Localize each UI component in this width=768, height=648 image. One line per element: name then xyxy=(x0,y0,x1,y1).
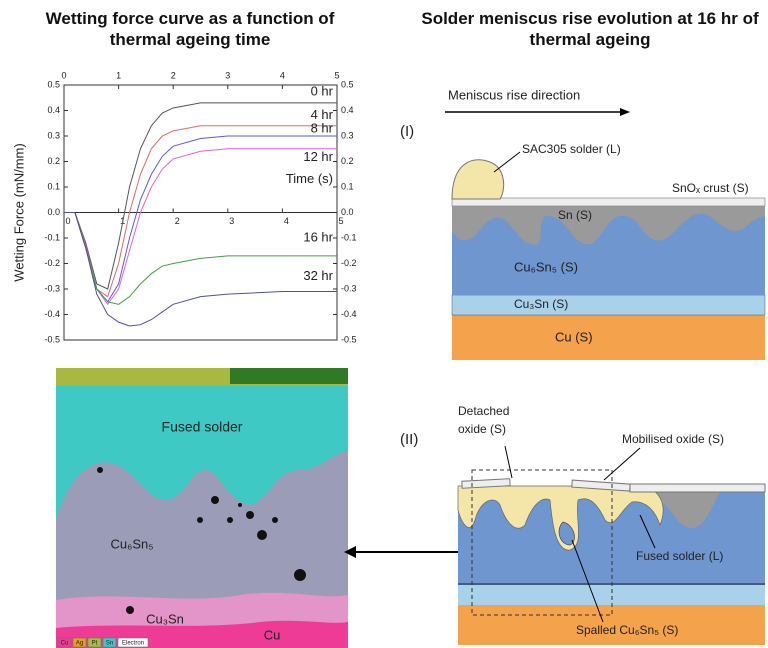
legend-label: 8 hr xyxy=(311,120,334,135)
x-tick-label: 3 xyxy=(229,216,234,226)
y-tick-label: -0.2 xyxy=(44,258,60,268)
x-axis-label: Time (s) xyxy=(286,171,333,186)
micro-label: Cu₃Sn xyxy=(146,611,184,626)
schematic-label: Meniscus rise direction xyxy=(448,87,580,102)
void xyxy=(272,517,278,523)
schematic-label: Cu (S) xyxy=(555,329,593,344)
x-top-tick-label: 4 xyxy=(280,70,285,80)
arrow-head xyxy=(620,108,630,116)
cu3sn-layer xyxy=(458,585,765,605)
micrograph xyxy=(56,368,348,648)
void xyxy=(246,511,254,519)
x-top-tick-label: 0 xyxy=(61,70,66,80)
series-line xyxy=(64,213,337,305)
legend-label: 0 hr xyxy=(311,83,334,98)
schematic-label: SnOₓ crust (S) xyxy=(672,181,749,195)
y2-tick-label: -0.4 xyxy=(341,309,357,319)
void xyxy=(227,517,233,523)
y-axis-label: Wetting Force (mN/mm) xyxy=(11,143,26,281)
solder-bump xyxy=(452,160,504,199)
y-tick-label: -0.5 xyxy=(44,334,60,344)
leader xyxy=(505,446,512,478)
schematic-label: Sn (S) xyxy=(558,208,592,222)
y-tick-label: 0.3 xyxy=(47,130,60,140)
micro-label: Fused solder xyxy=(162,419,243,435)
schematic-label: (I) xyxy=(400,123,414,140)
void xyxy=(197,517,203,523)
legend-chip-label: Cu xyxy=(61,641,69,647)
legend-chip-label: Electron xyxy=(122,641,144,647)
y2-tick-label: 0.5 xyxy=(341,79,354,89)
leader xyxy=(604,448,640,480)
y-tick-label: -0.3 xyxy=(44,283,60,293)
x-top-tick-label: 5 xyxy=(334,70,339,80)
y-tick-label: 0.1 xyxy=(47,181,60,191)
schematic-label: Mobilised oxide (S) xyxy=(622,432,724,446)
y2-tick-label: 0.2 xyxy=(341,156,354,166)
schematic-label: Cu₃Sn (S) xyxy=(514,297,568,311)
cu-layer xyxy=(452,315,765,360)
x-tick-label: 5 xyxy=(338,216,343,226)
leader xyxy=(494,152,520,172)
y2-tick-label: -0.3 xyxy=(341,283,357,293)
y-tick-label: 0.2 xyxy=(47,156,60,166)
y2-tick-label: 0.4 xyxy=(341,105,354,115)
y-tick-label: 0.0 xyxy=(47,207,60,217)
void xyxy=(211,496,219,504)
series-line xyxy=(64,103,337,289)
micro-label: Cu xyxy=(264,627,281,642)
legend-label: 16 hr xyxy=(303,229,333,244)
schematic-label: SAC305 solder (L) xyxy=(522,142,621,156)
void xyxy=(257,530,267,540)
void xyxy=(294,569,306,581)
void xyxy=(238,503,242,507)
legend-chip-label: Sn xyxy=(106,641,113,647)
schematic-2 xyxy=(458,446,765,645)
micro-label: Cu₆Sn₅ xyxy=(111,536,154,551)
crust xyxy=(630,484,765,492)
y2-tick-label: 0.3 xyxy=(341,130,354,140)
void xyxy=(97,467,103,473)
schematic-label: Cu₆Sn₅ (S) xyxy=(514,259,578,274)
legend-label: 32 hr xyxy=(303,268,333,283)
y-tick-label: -0.1 xyxy=(44,232,60,242)
y2-tick-label: -0.2 xyxy=(341,258,357,268)
legend-label: 12 hr xyxy=(303,149,333,164)
figure: -0.5 -0.5 -0.4 -0.4 -0.3 -0.3 -0.2 -0.2 -0.1 -0.1… xyxy=(0,0,768,648)
x-top-tick-label: 1 xyxy=(116,70,121,80)
schematic-label: Detached xyxy=(458,404,509,418)
cu3sn-layer xyxy=(452,295,765,315)
x-tick-label: 4 xyxy=(284,216,289,226)
schematic-label: Spalled Cu₆Sn₅ (S) xyxy=(576,623,678,637)
series-line xyxy=(64,213,337,326)
y-tick-label: 0.4 xyxy=(47,105,60,115)
y-tick-label: 0.5 xyxy=(47,79,60,89)
x-top-tick-label: 2 xyxy=(171,70,176,80)
top-band-dark xyxy=(230,368,348,384)
schematic-label: Fused solder (L) xyxy=(636,549,723,563)
legend-chip-label: Ag xyxy=(76,641,83,647)
schematic-label: (II) xyxy=(400,431,418,448)
series-line xyxy=(64,136,337,302)
y2-tick-label: -0.5 xyxy=(341,334,357,344)
schematic-label: oxide (S) xyxy=(458,422,506,436)
x-tick-label: 2 xyxy=(175,216,180,226)
y2-tick-label: -0.1 xyxy=(341,232,357,242)
x-top-tick-label: 3 xyxy=(225,70,230,80)
legend-chip-label: Pt xyxy=(92,641,98,647)
page: {"chart_data": {"type": "line", "title":… xyxy=(0,0,768,648)
y-tick-label: -0.4 xyxy=(44,309,60,319)
x-tick-label: 0 xyxy=(65,216,70,226)
y2-tick-label: 0.1 xyxy=(341,181,354,191)
void xyxy=(126,606,134,614)
